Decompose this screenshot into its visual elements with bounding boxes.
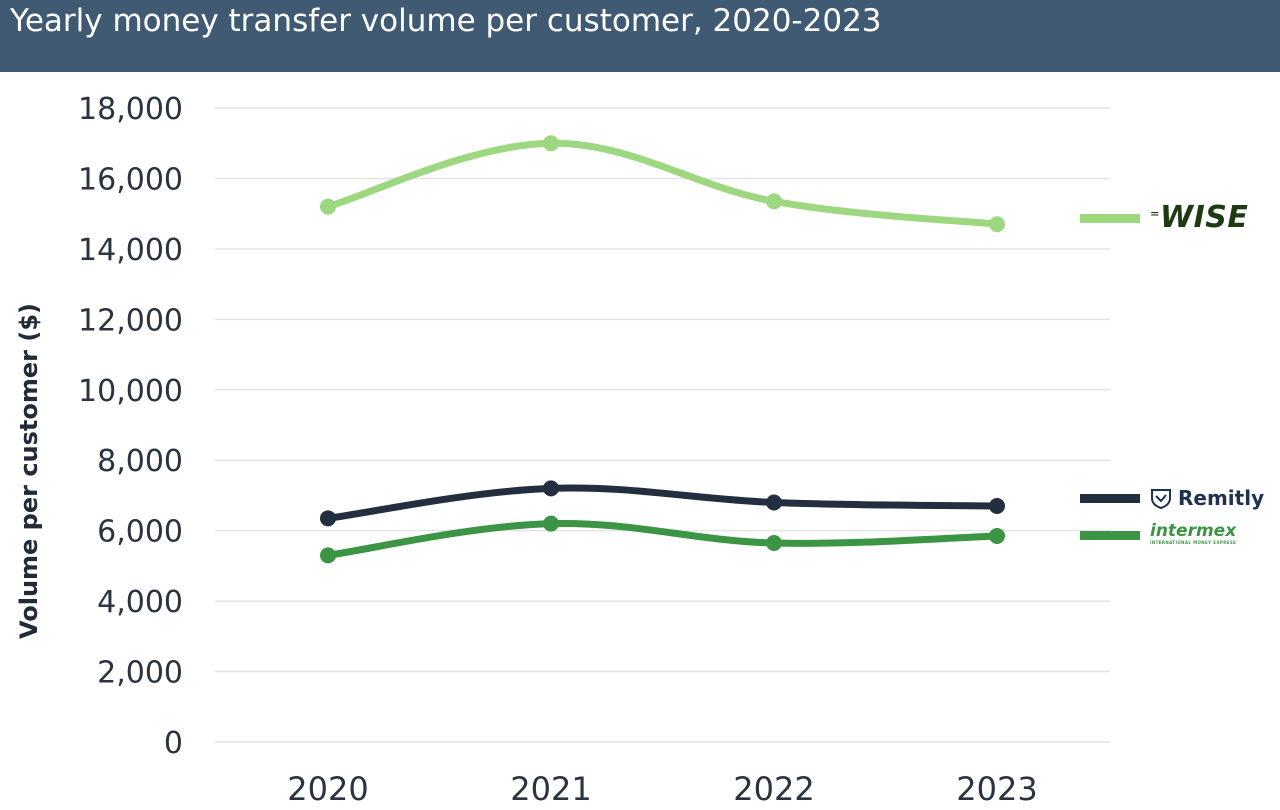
- y-tick-label: 14,000: [78, 233, 183, 268]
- data-point-wise: [766, 193, 782, 210]
- y-axis-ticks: 0 2,000 4,000 6,000 8,000 10,000 12,000 14,000 1…: [78, 92, 183, 761]
- x-tick-label: 2020: [287, 770, 368, 808]
- x-tick-label: 2023: [956, 770, 1037, 808]
- series-layer: [320, 135, 1005, 564]
- data-point-remitly: [543, 480, 559, 497]
- y-tick-label: 12,000: [78, 303, 183, 338]
- data-point-remitly: [989, 498, 1005, 515]
- legend-swatch-remitly: [1080, 494, 1140, 503]
- y-tick-label: 8,000: [97, 444, 183, 479]
- legend-label-wise: WISE: [1160, 200, 1249, 235]
- x-tick-label: 2022: [733, 770, 814, 808]
- y-axis-label: Volume per customer ($): [15, 302, 43, 640]
- data-point-wise: [989, 216, 1005, 233]
- y-tick-label: 18,000: [78, 92, 183, 127]
- x-axis-ticks: 2020 2021 2022 2023: [287, 770, 1037, 808]
- legend-label-intermex: intermex: [1150, 521, 1237, 541]
- data-point-intermex: [543, 515, 559, 532]
- legend-swatch-intermex: [1080, 531, 1140, 540]
- series-line-intermex: [324, 519, 1001, 559]
- legend-sublabel-intermex: INTERNATIONAL MONEY EXPRESS: [1150, 540, 1237, 545]
- remitly-logo: Remitly: [1150, 485, 1264, 511]
- legend-label-remitly: Remitly: [1178, 486, 1265, 510]
- series-line-remitly: [324, 484, 1001, 522]
- remitly-shield-icon: [1151, 489, 1171, 509]
- data-point-intermex: [766, 534, 782, 551]
- data-point-wise: [543, 135, 559, 152]
- y-tick-label: 2,000: [97, 656, 183, 691]
- y-tick-label: 16,000: [78, 162, 183, 197]
- legend-swatch-wise: [1080, 214, 1140, 223]
- gridlines: [215, 107, 1110, 743]
- x-tick-label: 2021: [510, 770, 591, 808]
- data-point-intermex: [320, 547, 336, 564]
- data-point-remitly: [766, 494, 782, 511]
- y-tick-label: 4,000: [97, 585, 183, 620]
- data-point-wise: [320, 198, 336, 215]
- data-point-remitly: [320, 510, 336, 527]
- series-line-wise: [324, 139, 1001, 228]
- y-tick-label: 0: [164, 726, 183, 761]
- y-tick-label: 6,000: [97, 515, 183, 550]
- intermex-logo-icon: intermex INTERNATIONAL MONEY EXPRESS: [1150, 522, 1236, 545]
- chart-header: Yearly money transfer volume per custome…: [0, 0, 1280, 72]
- wise-logo-icon: ⁼WISE: [1150, 200, 1249, 235]
- y-tick-label: 10,000: [78, 374, 183, 409]
- chart-title: Yearly money transfer volume per custome…: [10, 3, 882, 39]
- data-point-intermex: [989, 527, 1005, 544]
